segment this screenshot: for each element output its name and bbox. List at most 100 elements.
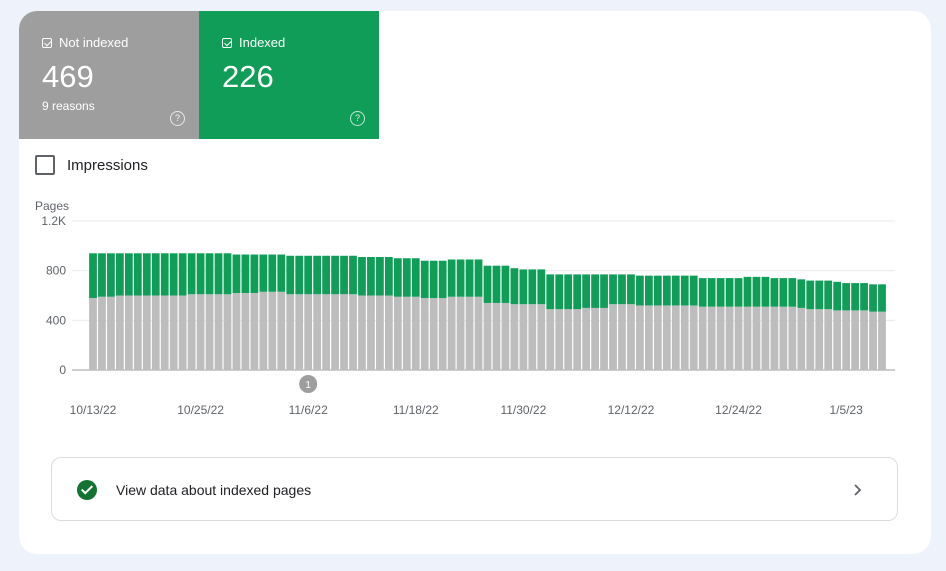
bar-indexed[interactable] — [546, 274, 555, 310]
bar-not-indexed[interactable] — [447, 296, 456, 370]
bar-not-indexed[interactable] — [456, 296, 465, 370]
bar-indexed[interactable] — [420, 260, 429, 298]
bar-indexed[interactable] — [689, 275, 698, 306]
bar-not-indexed[interactable] — [196, 294, 205, 370]
bar-not-indexed[interactable] — [869, 311, 877, 370]
bar-not-indexed[interactable] — [510, 304, 519, 370]
bar-not-indexed[interactable] — [689, 305, 698, 370]
bar-not-indexed[interactable] — [232, 293, 241, 370]
bar-not-indexed[interactable] — [349, 294, 357, 370]
bar-not-indexed[interactable] — [340, 294, 348, 370]
bar-not-indexed[interactable] — [591, 307, 599, 370]
bar-not-indexed[interactable] — [367, 295, 375, 371]
bar-not-indexed[interactable] — [833, 310, 842, 370]
bar-indexed[interactable] — [797, 279, 806, 308]
bar-indexed[interactable] — [573, 274, 582, 310]
bar-not-indexed[interactable] — [402, 296, 411, 370]
indexed-tile[interactable]: Indexed 226 ? — [199, 11, 379, 139]
bar-not-indexed[interactable] — [671, 305, 680, 370]
bar-indexed[interactable] — [582, 274, 591, 308]
bar-not-indexed[interactable] — [788, 306, 797, 370]
bar-not-indexed[interactable] — [734, 306, 743, 370]
bar-indexed[interactable] — [214, 253, 223, 295]
bar-indexed[interactable] — [187, 253, 196, 295]
bar-indexed[interactable] — [815, 280, 824, 310]
bar-not-indexed[interactable] — [98, 296, 106, 370]
bar-indexed[interactable] — [752, 276, 761, 307]
bar-not-indexed[interactable] — [322, 294, 330, 370]
bar-not-indexed[interactable] — [250, 293, 259, 370]
bar-not-indexed[interactable] — [483, 302, 492, 370]
bar-indexed[interactable] — [232, 254, 241, 294]
bar-indexed[interactable] — [393, 258, 402, 297]
bar-indexed[interactable] — [609, 274, 617, 305]
bar-indexed[interactable] — [860, 283, 868, 311]
bar-not-indexed[interactable] — [600, 307, 608, 370]
bar-not-indexed[interactable] — [698, 306, 707, 370]
bar-indexed[interactable] — [806, 280, 815, 310]
bar-not-indexed[interactable] — [89, 297, 97, 370]
bar-not-indexed[interactable] — [169, 295, 178, 371]
bar-indexed[interactable] — [133, 253, 142, 296]
bar-not-indexed[interactable] — [851, 310, 859, 370]
bar-indexed[interactable] — [671, 275, 680, 306]
bar-indexed[interactable] — [519, 269, 528, 305]
bar-not-indexed[interactable] — [761, 306, 770, 370]
bar-indexed[interactable] — [707, 278, 716, 307]
bar-not-indexed[interactable] — [824, 309, 833, 370]
bar-not-indexed[interactable] — [393, 296, 402, 370]
bar-indexed[interactable] — [107, 253, 115, 297]
bar-indexed[interactable] — [241, 254, 250, 294]
bar-indexed[interactable] — [555, 274, 564, 310]
bar-not-indexed[interactable] — [205, 294, 214, 370]
bar-indexed[interactable] — [824, 280, 833, 310]
bar-indexed[interactable] — [295, 255, 304, 295]
bar-indexed[interactable] — [770, 278, 779, 307]
bar-not-indexed[interactable] — [358, 295, 366, 371]
bar-not-indexed[interactable] — [537, 304, 546, 370]
bar-indexed[interactable] — [878, 284, 886, 312]
bar-indexed[interactable] — [178, 253, 187, 296]
bar-indexed[interactable] — [142, 253, 151, 296]
bar-indexed[interactable] — [680, 275, 689, 306]
bar-not-indexed[interactable] — [223, 294, 232, 370]
bar-indexed[interactable] — [411, 258, 420, 297]
bar-not-indexed[interactable] — [645, 305, 653, 370]
bar-not-indexed[interactable] — [743, 306, 752, 370]
bar-not-indexed[interactable] — [555, 309, 564, 370]
help-icon[interactable]: ? — [350, 111, 365, 126]
bar-indexed[interactable] — [618, 274, 626, 305]
bar-indexed[interactable] — [833, 281, 842, 311]
bar-indexed[interactable] — [169, 253, 178, 296]
bar-indexed[interactable] — [447, 259, 456, 297]
bar-indexed[interactable] — [89, 253, 97, 298]
bar-not-indexed[interactable] — [627, 304, 635, 370]
not-indexed-tile[interactable]: Not indexed 469 9 reasons ? — [19, 11, 199, 139]
bar-not-indexed[interactable] — [411, 296, 420, 370]
bar-not-indexed[interactable] — [142, 295, 151, 371]
bar-indexed[interactable] — [116, 253, 124, 296]
bar-indexed[interactable] — [358, 257, 366, 296]
bar-indexed[interactable] — [474, 259, 483, 297]
bar-not-indexed[interactable] — [815, 309, 824, 370]
bar-not-indexed[interactable] — [151, 295, 160, 371]
bar-indexed[interactable] — [259, 254, 268, 292]
bar-indexed[interactable] — [636, 275, 644, 306]
bar-indexed[interactable] — [376, 257, 384, 296]
bar-indexed[interactable] — [98, 253, 106, 297]
bar-not-indexed[interactable] — [878, 311, 886, 370]
bar-not-indexed[interactable] — [420, 297, 429, 370]
bar-indexed[interactable] — [528, 269, 537, 305]
bar-not-indexed[interactable] — [160, 295, 169, 371]
bar-indexed[interactable] — [492, 265, 501, 303]
bar-indexed[interactable] — [429, 260, 438, 298]
indexed-toggle[interactable]: Indexed — [222, 35, 285, 50]
bar-not-indexed[interactable] — [725, 306, 734, 370]
bar-indexed[interactable] — [402, 258, 411, 297]
impressions-toggle[interactable]: Impressions — [35, 155, 148, 175]
bar-indexed[interactable] — [250, 254, 259, 294]
bar-not-indexed[interactable] — [582, 307, 591, 370]
bar-not-indexed[interactable] — [680, 305, 689, 370]
bar-indexed[interactable] — [645, 275, 653, 306]
bar-indexed[interactable] — [537, 269, 546, 305]
